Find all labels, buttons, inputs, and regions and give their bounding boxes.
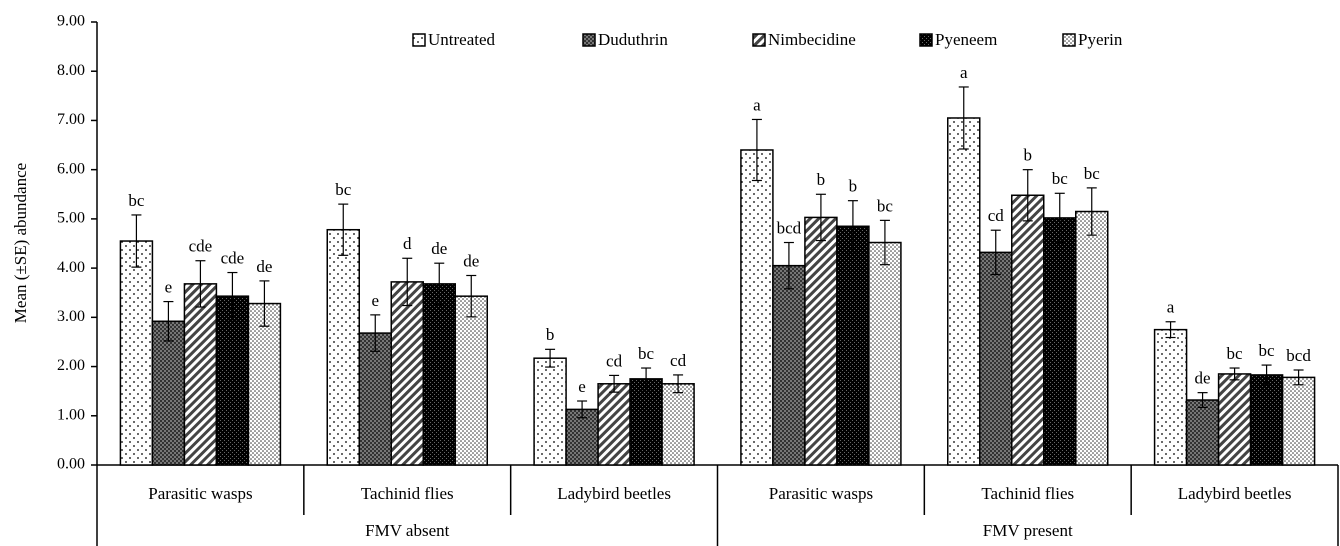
significance-letter: cd [988, 206, 1005, 225]
x-tick-label: Ladybird beetles [557, 484, 671, 503]
significance-letter: bc [1084, 164, 1101, 183]
y-tick-label: 8.00 [57, 62, 85, 79]
y-axis-label: Mean (±SE) abundance [11, 163, 30, 323]
significance-letter: cd [670, 351, 687, 370]
bar [326, 228, 360, 466]
legend-swatch [412, 33, 426, 47]
y-tick-label: 2.00 [57, 357, 85, 374]
significance-letter: bcd [1286, 346, 1311, 365]
significance-letter: de [463, 251, 479, 270]
bar [1043, 217, 1077, 466]
significance-letter: e [371, 291, 379, 310]
x-tick-label: Tachinid flies [981, 484, 1074, 503]
significance-letter: bc [1227, 344, 1244, 363]
x-tick-label: Ladybird beetles [1178, 484, 1292, 503]
significance-letter: b [546, 325, 555, 344]
significance-letter: cd [606, 351, 623, 370]
significance-letter: de [256, 257, 272, 276]
bar [533, 357, 567, 466]
bar [1281, 376, 1316, 466]
significance-letter: a [960, 63, 968, 82]
significance-letter: b [849, 177, 858, 196]
bar [215, 295, 250, 466]
bar [629, 378, 663, 466]
legend-swatch [1062, 33, 1076, 47]
bar [151, 320, 186, 466]
bar [183, 283, 218, 466]
legend-swatch [582, 33, 596, 47]
y-tick-label: 7.00 [57, 111, 85, 128]
significance-letter: b [1024, 146, 1033, 165]
bar [1075, 210, 1109, 466]
significance-letter: cde [189, 237, 213, 256]
bar [740, 149, 774, 466]
bar [804, 216, 838, 466]
significance-letter: b [817, 170, 826, 189]
x-tick-label: Parasitic wasps [769, 484, 873, 503]
significance-letter: de [1195, 369, 1211, 388]
bar [422, 283, 456, 466]
significance-letter: cde [221, 248, 245, 267]
significance-letter: a [1167, 298, 1175, 317]
legend-label: Nimbecidine [768, 30, 856, 49]
bar [597, 383, 631, 466]
bar [358, 332, 392, 466]
bar [1185, 399, 1220, 466]
group-label: FMV absent [365, 521, 449, 540]
significance-letter: bc [1259, 341, 1276, 360]
significance-letter: e [578, 377, 586, 396]
bar [1153, 328, 1188, 466]
legend-swatch [919, 33, 933, 47]
bar [979, 251, 1013, 466]
bar [454, 295, 488, 466]
bar [836, 225, 870, 466]
bar [1217, 373, 1252, 466]
bar [1011, 194, 1045, 466]
legend-swatch [752, 33, 766, 47]
y-tick-label: 0.00 [57, 456, 85, 473]
significance-letter: e [165, 277, 173, 296]
significance-letter: a [753, 95, 761, 114]
x-tick-label: Parasitic wasps [148, 484, 252, 503]
legend-label: Duduthrin [598, 30, 668, 49]
significance-letter: bc [335, 180, 352, 199]
y-tick-label: 9.00 [57, 13, 85, 30]
bar [947, 117, 981, 466]
bar [119, 240, 154, 466]
significance-letter: bc [638, 344, 655, 363]
legend-label: Pyerin [1078, 30, 1123, 49]
significance-letter: bc [877, 196, 894, 215]
x-tick-label: Tachinid flies [361, 484, 454, 503]
significance-letter: bcd [777, 218, 802, 237]
bar [390, 281, 424, 466]
significance-letter: de [431, 239, 447, 258]
y-tick-label: 6.00 [57, 160, 85, 177]
group-label: FMV present [983, 521, 1073, 540]
bar [1249, 374, 1284, 466]
legend-label: Untreated [428, 30, 496, 49]
significance-letter: d [403, 234, 412, 253]
bar [772, 264, 806, 466]
y-tick-label: 4.00 [57, 259, 85, 276]
significance-letter: bc [1052, 169, 1069, 188]
bar [868, 241, 902, 466]
legend-label: Pyeneem [935, 30, 997, 49]
significance-letter: bc [128, 191, 145, 210]
bar [247, 302, 282, 466]
y-tick-label: 3.00 [57, 308, 85, 325]
bar [661, 383, 695, 466]
y-tick-label: 5.00 [57, 210, 85, 227]
y-tick-label: 1.00 [57, 406, 85, 423]
